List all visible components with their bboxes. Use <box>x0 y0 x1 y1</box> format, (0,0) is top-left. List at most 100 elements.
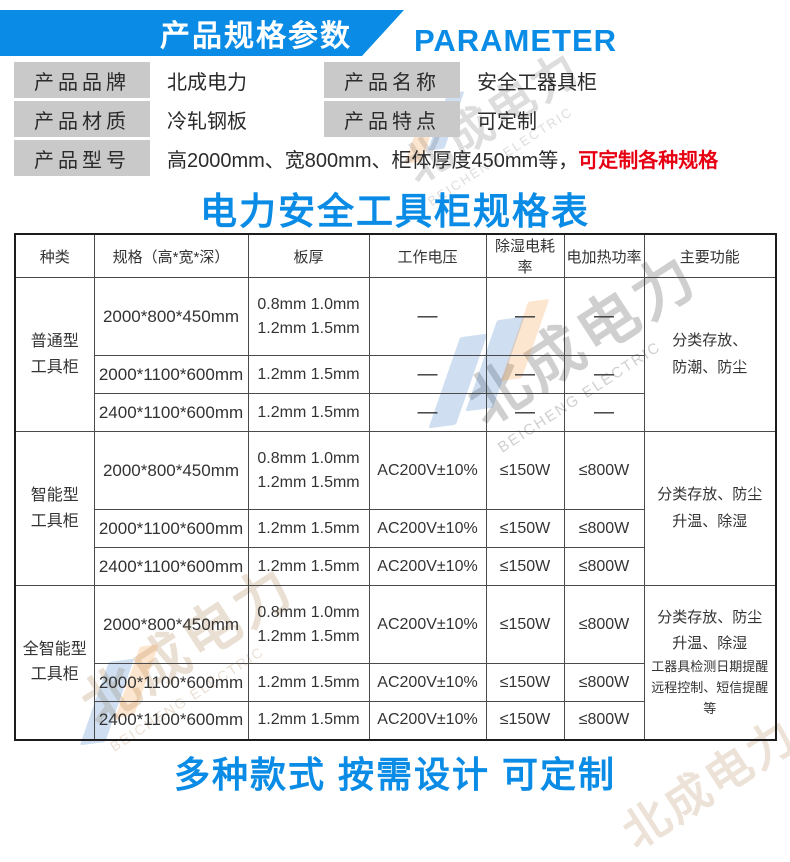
function-line: 分类存放、防尘 <box>657 608 763 626</box>
table-row: 普通型 工具柜 2000*800*450mm 0.8mm 1.0mm 1.2mm… <box>14 277 777 432</box>
voltage-cell: AC200V±10% <box>368 701 487 740</box>
functions-cell: 分类存放、 防潮、防尘 <box>643 277 777 432</box>
table-row: 2400*1100*600mm 1.2mm 1.5mm AC200V±10% ≤… <box>15 701 776 740</box>
function-line: 远程控制、短信提醒等 <box>651 680 769 716</box>
dehumid-cell: — <box>485 355 565 394</box>
thickness-line: 0.8mm 1.0mm <box>257 295 360 313</box>
thickness-line: 1.2mm 1.5mm <box>257 627 360 645</box>
heating-cell: ≤800W <box>563 431 645 510</box>
thickness-line: 0.8mm 1.0mm <box>257 603 360 621</box>
dehumid-cell: ≤150W <box>485 701 565 740</box>
size-cell: 2000*1100*600mm <box>93 663 249 702</box>
col-header-thickness: 板厚 <box>247 233 370 278</box>
header-banner: 产品规格参数 <box>0 10 404 56</box>
table-row: 2400*1100*600mm 1.2mm 1.5mm — — — <box>15 393 776 432</box>
table-row: 2000*1100*600mm 1.2mm 1.5mm AC200V±10% ≤… <box>15 509 776 548</box>
heating-cell: ≤800W <box>563 547 645 586</box>
col-header-voltage: 工作电压 <box>368 233 487 278</box>
table-row: 智能型 工具柜 2000*800*450mm 0.8mm 1.0mm 1.2mm… <box>14 431 777 586</box>
info-value-material: 冷轧钢板 <box>167 110 247 133</box>
col-header-type: 种类 <box>14 233 95 278</box>
heating-cell: — <box>563 355 645 394</box>
dehumid-cell: ≤150W <box>485 431 565 510</box>
function-line: 分类存放、防尘 <box>657 486 763 504</box>
spec-table: 种类 规格（高*宽*深） 板厚 工作电压 除湿电耗率 电加热功率 主要功能 普通… <box>14 233 777 741</box>
type-line: 工具柜 <box>30 666 79 684</box>
info-label-brand: 产品品牌 <box>14 62 150 98</box>
thickness-cell: 1.2mm 1.5mm <box>247 547 370 586</box>
thickness-cell: 0.8mm 1.0mm 1.2mm 1.5mm <box>247 585 370 664</box>
heating-cell: ≤800W <box>563 701 645 740</box>
type-cell: 普通型 工具柜 <box>14 277 95 432</box>
footer-slogan: 多种款式 按需设计 可定制 <box>173 754 616 795</box>
thickness-cell: 1.2mm 1.5mm <box>247 663 370 702</box>
col-header-size: 规格（高*宽*深） <box>93 233 249 278</box>
dehumid-cell: ≤150W <box>485 509 565 548</box>
functions-cell: 分类存放、防尘 升温、除湿 工器具检测日期提醒 远程控制、短信提醒等 <box>643 585 777 740</box>
functions-cell: 分类存放、防尘 升温、除湿 <box>643 431 777 586</box>
type-line: 全智能型 <box>22 640 87 658</box>
size-cell: 2400*1100*600mm <box>93 701 249 740</box>
function-line: 分类存放、 <box>672 332 748 350</box>
info-label-feature: 产品特点 <box>324 101 460 137</box>
table-row: 2000*1100*600mm 1.2mm 1.5mm AC200V±10% ≤… <box>15 663 776 702</box>
function-line: 工器具检测日期提醒 <box>651 659 769 675</box>
function-line: 升温、除湿 <box>672 635 748 653</box>
heating-cell: — <box>563 393 645 432</box>
size-cell: 2000*800*450mm <box>93 585 249 664</box>
thickness-cell: 0.8mm 1.0mm 1.2mm 1.5mm <box>247 431 370 510</box>
col-header-heating: 电加热功率 <box>563 233 645 278</box>
size-cell: 2000*800*450mm <box>93 431 249 510</box>
table-row: 2400*1100*600mm 1.2mm 1.5mm AC200V±10% ≤… <box>15 547 776 586</box>
info-value-name: 安全工器具柜 <box>477 71 597 94</box>
dehumid-cell: — <box>485 393 565 432</box>
col-header-dehumid: 除湿电耗率 <box>485 233 565 278</box>
info-label-material: 产品材质 <box>14 101 150 137</box>
info-label-model: 产品型号 <box>14 140 150 176</box>
type-line: 工具柜 <box>30 512 79 530</box>
model-custom-highlight: 可定制各种规格 <box>578 149 719 172</box>
voltage-cell: AC200V±10% <box>368 585 487 664</box>
type-line: 智能型 <box>30 486 79 504</box>
dehumid-cell: — <box>485 277 565 356</box>
heating-cell: ≤800W <box>563 509 645 548</box>
voltage-cell: — <box>368 393 487 432</box>
voltage-cell: AC200V±10% <box>368 547 487 586</box>
thickness-line: 1.2mm 1.5mm <box>257 473 360 491</box>
section-title: 电力安全工具柜规格表 <box>200 191 590 232</box>
page-title-en: PARAMETER <box>414 23 618 58</box>
size-cell: 2400*1100*600mm <box>93 547 249 586</box>
dehumid-cell: ≤150W <box>485 585 565 664</box>
page-title-cn: 产品规格参数 <box>160 20 352 53</box>
dehumid-cell: ≤150W <box>485 663 565 702</box>
size-cell: 2000*1100*600mm <box>93 509 249 548</box>
thickness-line: 1.2mm 1.5mm <box>257 319 360 337</box>
dehumid-cell: ≤150W <box>485 547 565 586</box>
voltage-cell: AC200V±10% <box>368 663 487 702</box>
size-cell: 2000*800*450mm <box>93 277 249 356</box>
spec-header-row: 种类 规格（高*宽*深） 板厚 工作电压 除湿电耗率 电加热功率 主要功能 <box>14 233 777 278</box>
model-spec-text: 高2000mm、宽800mm、柜体厚度450mm等， <box>167 149 579 172</box>
col-header-functions: 主要功能 <box>643 233 777 278</box>
thickness-cell: 1.2mm 1.5mm <box>247 509 370 548</box>
voltage-cell: — <box>368 355 487 394</box>
type-line: 工具柜 <box>30 358 79 376</box>
size-cell: 2400*1100*600mm <box>93 393 249 432</box>
thickness-line: 0.8mm 1.0mm <box>257 449 360 467</box>
voltage-cell: AC200V±10% <box>368 431 487 510</box>
info-value-feature: 可定制 <box>477 110 537 133</box>
voltage-cell: — <box>368 277 487 356</box>
table-row: 2000*1100*600mm 1.2mm 1.5mm — — — <box>15 355 776 394</box>
function-line: 升温、除湿 <box>672 512 748 530</box>
heating-cell: ≤800W <box>563 663 645 702</box>
info-value-model: 高2000mm、宽800mm、柜体厚度450mm等， 可定制各种规格 <box>153 140 776 176</box>
heating-cell: — <box>563 277 645 356</box>
thickness-cell: 1.2mm 1.5mm <box>247 355 370 394</box>
info-value-brand: 北成电力 <box>167 71 247 94</box>
thickness-cell: 1.2mm 1.5mm <box>247 393 370 432</box>
type-cell: 全智能型 工具柜 <box>14 585 95 740</box>
function-line: 防潮、防尘 <box>672 358 748 376</box>
size-cell: 2000*1100*600mm <box>93 355 249 394</box>
type-line: 普通型 <box>30 332 79 350</box>
product-info-table: 产品品牌 北成电力 产品名称 安全工器具柜 产品材质 冷轧钢板 产品特点 可定制… <box>14 62 776 176</box>
